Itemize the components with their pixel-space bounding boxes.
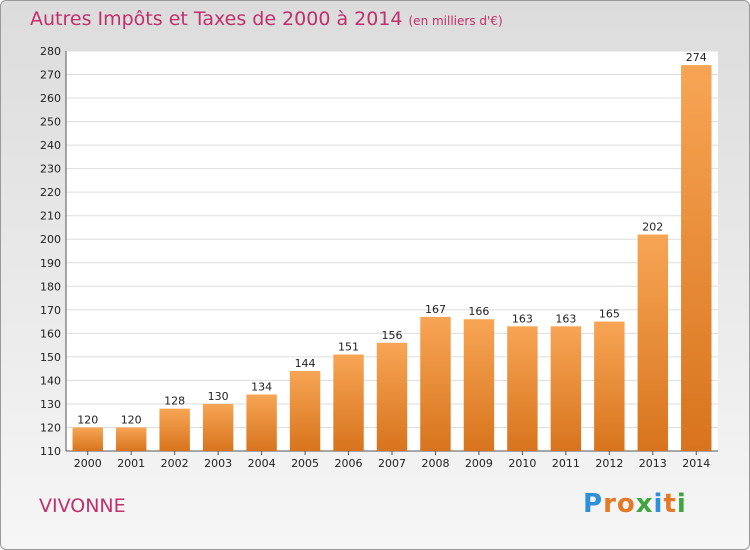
x-tick-label: 2009: [465, 457, 493, 470]
logo-letter: x: [635, 489, 654, 519]
y-tick-label: 120: [40, 421, 61, 434]
y-tick-label: 220: [40, 186, 61, 199]
data-label: 163: [512, 312, 533, 325]
data-label: 274: [686, 51, 707, 64]
data-label: 134: [251, 381, 272, 394]
bar: [115, 427, 147, 451]
bar: [333, 354, 364, 451]
chart-unit-label: (en milliers d'€): [408, 14, 503, 28]
bar: [594, 321, 625, 451]
logo-letter: o: [616, 489, 636, 519]
x-tick-label: 2013: [639, 457, 667, 470]
x-tick-label: 2005: [291, 457, 319, 470]
y-tick-label: 270: [40, 69, 61, 82]
bar: [637, 234, 669, 451]
x-tick-label: 2012: [595, 457, 623, 470]
y-tick-label: 130: [40, 398, 61, 411]
x-tick-label: 2014: [682, 457, 710, 470]
y-tick-label: 250: [40, 116, 61, 129]
bar: [507, 326, 538, 451]
bar: [159, 408, 190, 451]
y-tick-label: 240: [40, 139, 61, 152]
chart-title: Autres Impôts et Taxes de 2000 à 2014 (en…: [30, 8, 503, 30]
bar: [463, 319, 495, 451]
y-tick-label: 150: [40, 351, 61, 364]
x-tick-label: 2001: [117, 457, 145, 470]
data-label: 144: [295, 357, 316, 370]
x-tick-label: 2008: [421, 457, 449, 470]
x-tick-label: 2011: [552, 457, 580, 470]
bar: [72, 427, 103, 451]
data-label: 166: [468, 305, 489, 318]
logo-letter: t: [663, 489, 677, 519]
data-label: 165: [599, 308, 620, 321]
y-tick-label: 170: [40, 304, 61, 317]
y-tick-label: 140: [40, 374, 61, 387]
proxiti-logo: Proxiti: [583, 489, 687, 519]
y-tick-label: 190: [40, 257, 61, 270]
y-tick-label: 160: [40, 327, 61, 340]
logo-letter: i: [653, 489, 664, 519]
data-label: 130: [208, 390, 229, 403]
logo-letter: P: [583, 489, 604, 519]
data-label: 151: [338, 341, 359, 354]
y-tick-label: 210: [40, 210, 61, 223]
x-tick-label: 2002: [161, 457, 189, 470]
data-label: 156: [382, 329, 403, 342]
data-label: 120: [121, 413, 142, 426]
y-tick-label: 110: [40, 445, 61, 458]
x-tick-label: 2007: [378, 457, 406, 470]
y-tick-label: 280: [40, 45, 61, 58]
bar: [376, 342, 408, 451]
place-name: VIVONNE: [39, 495, 126, 517]
data-label: 128: [164, 395, 185, 408]
x-tick-label: 2000: [74, 457, 102, 470]
bar: [246, 394, 277, 451]
bar: [202, 403, 234, 451]
x-tick-label: 2006: [335, 457, 363, 470]
y-tick-label: 230: [40, 163, 61, 176]
chart-title-text: Autres Impôts et Taxes de 2000 à 2014: [30, 8, 403, 30]
data-label: 167: [425, 303, 446, 316]
x-tick-label: 2003: [204, 457, 232, 470]
logo-letter: r: [603, 489, 617, 519]
logo-letter: i: [676, 489, 687, 519]
data-label: 202: [642, 221, 663, 234]
y-tick-label: 260: [40, 92, 61, 105]
y-tick-label: 200: [40, 233, 61, 246]
bar: [420, 316, 451, 451]
bar: [681, 65, 712, 451]
x-tick-label: 2004: [248, 457, 276, 470]
x-tick-label: 2010: [508, 457, 536, 470]
y-tick-label: 180: [40, 280, 61, 293]
bar: [550, 326, 582, 451]
data-label: 163: [555, 312, 576, 325]
bar: [289, 371, 321, 451]
data-label: 120: [77, 413, 98, 426]
